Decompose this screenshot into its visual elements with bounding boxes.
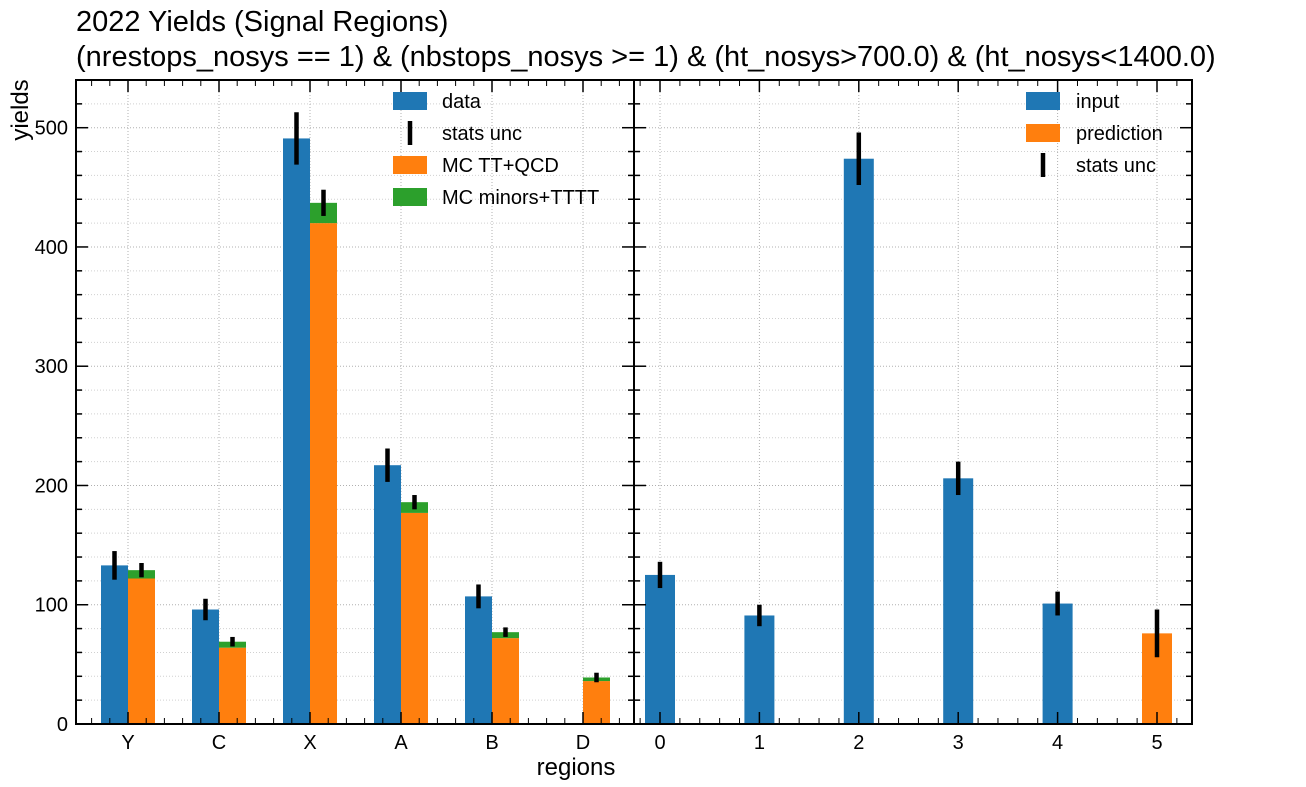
bars-layer <box>101 112 1172 725</box>
input-bar <box>645 574 675 724</box>
y-tick-label: 500 <box>35 118 68 140</box>
legend-swatch-mc-minors-tttt <box>393 188 427 206</box>
ticks-layer: 0 100 200 300 400 500 Y C X A B D 0 1 2 3 4 5 <box>35 79 1192 754</box>
x-tick-label: 5 <box>1151 732 1162 754</box>
legend-label-input: input <box>1076 91 1120 113</box>
x-tick-label: 3 <box>953 732 964 754</box>
x-tick-label: 2 <box>853 732 864 754</box>
y-tick-label: 400 <box>35 237 68 259</box>
x-tick-label: Y <box>121 732 134 754</box>
data-bar <box>101 565 128 724</box>
mc-ttqcd-bar <box>128 578 155 724</box>
legend-swatch-mc-tt-qcd <box>393 156 427 174</box>
legend-label-mc-tt-qcd: MC TT+QCD <box>442 155 559 177</box>
mc-ttqcd-bar <box>401 512 428 724</box>
x-tick-label: A <box>394 732 408 754</box>
legend-layer: data stats unc MC TT+QCD MC minors+TTTT inpu… <box>393 91 1163 209</box>
x-tick-label: 4 <box>1052 732 1063 754</box>
x-tick-label: D <box>576 732 590 754</box>
legend-label-mc-minors-tttt: MC minors+TTTT <box>442 187 599 209</box>
legend-label-data: data <box>442 91 482 113</box>
legend-swatch-data <box>393 92 427 110</box>
x-axis-label: regions <box>537 754 616 781</box>
legend-swatch-input <box>1026 92 1060 110</box>
input-bar <box>1042 603 1073 724</box>
x-tick-label: 0 <box>654 732 665 754</box>
y-tick-label: 100 <box>35 595 68 617</box>
x-tick-label: B <box>485 732 498 754</box>
legend-swatch-prediction <box>1026 124 1060 142</box>
input-bar <box>843 158 874 724</box>
x-tick-label: 1 <box>754 732 765 754</box>
x-tick-label: X <box>303 732 316 754</box>
data-bar <box>374 465 401 724</box>
mc-ttqcd-bar <box>310 223 337 724</box>
data-bar <box>192 609 219 724</box>
chart-subtitle: (nrestops_nosys == 1) & (nbstops_nosys >… <box>76 41 1216 73</box>
legend-label-stats-unc: stats unc <box>1076 155 1156 177</box>
input-bar <box>744 615 775 724</box>
legend-label-stats-unc: stats unc <box>442 123 522 145</box>
chart-title: 2022 Yields (Signal Regions) <box>76 6 448 38</box>
data-bar <box>283 138 310 725</box>
y-axis-label: yields <box>7 79 34 140</box>
mc-ttqcd-bar <box>583 681 610 724</box>
input-bar <box>943 478 974 724</box>
y-tick-label: 300 <box>35 356 68 378</box>
x-tick-label: C <box>212 732 226 754</box>
mc-ttqcd-bar <box>219 647 246 724</box>
panel-frame <box>633 79 1193 725</box>
legend-label-prediction: prediction <box>1076 123 1163 145</box>
frame-layer <box>75 79 1193 725</box>
y-tick-label: 200 <box>35 475 68 497</box>
y-tick-label: 0 <box>57 714 68 736</box>
data-bar <box>465 596 492 724</box>
mc-ttqcd-bar <box>492 638 519 724</box>
